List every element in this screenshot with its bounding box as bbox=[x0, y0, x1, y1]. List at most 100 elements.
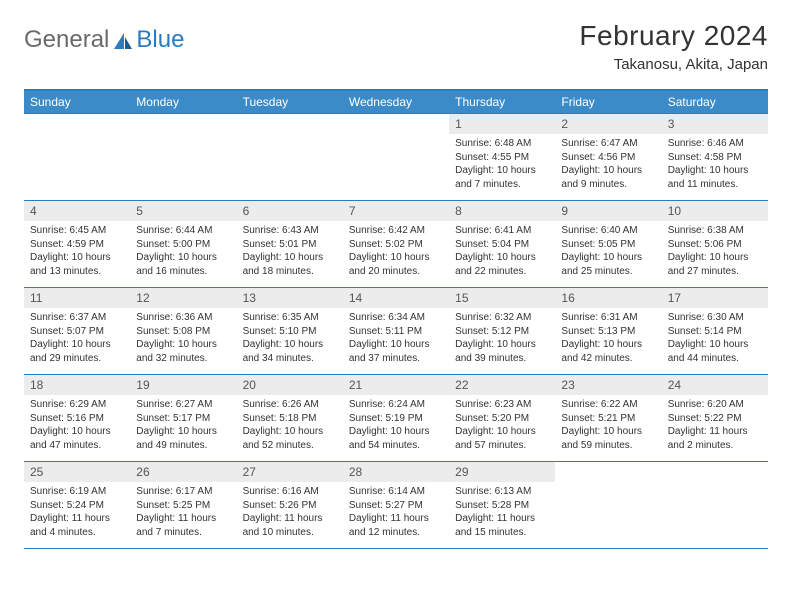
day-number: 17 bbox=[662, 288, 768, 308]
calendar-body: 1Sunrise: 6:48 AMSunset: 4:55 PMDaylight… bbox=[24, 113, 768, 549]
calendar-header-cell: Tuesday bbox=[237, 91, 343, 113]
sunset-line: Sunset: 5:06 PM bbox=[668, 238, 762, 252]
location-text: Takanosu, Akita, Japan bbox=[579, 56, 768, 73]
day-info: Sunrise: 6:20 AMSunset: 5:22 PMDaylight:… bbox=[662, 395, 768, 456]
day-number: 21 bbox=[343, 375, 449, 395]
sunset-line: Sunset: 5:28 PM bbox=[455, 499, 549, 513]
day-info: Sunrise: 6:47 AMSunset: 4:56 PMDaylight:… bbox=[555, 134, 661, 195]
daylight-line: Daylight: 10 hours and 22 minutes. bbox=[455, 251, 549, 278]
day-info: Sunrise: 6:14 AMSunset: 5:27 PMDaylight:… bbox=[343, 482, 449, 543]
sunrise-line: Sunrise: 6:34 AM bbox=[349, 311, 443, 325]
calendar-header-cell: Sunday bbox=[24, 91, 130, 113]
sunrise-line: Sunrise: 6:46 AM bbox=[668, 137, 762, 151]
daylight-line: Daylight: 10 hours and 16 minutes. bbox=[136, 251, 230, 278]
day-number: 16 bbox=[555, 288, 661, 308]
calendar-cell: 9Sunrise: 6:40 AMSunset: 5:05 PMDaylight… bbox=[555, 201, 661, 287]
day-info: Sunrise: 6:38 AMSunset: 5:06 PMDaylight:… bbox=[662, 221, 768, 282]
header: General Blue February 2024 Takanosu, Aki… bbox=[24, 20, 768, 73]
sunset-line: Sunset: 5:02 PM bbox=[349, 238, 443, 252]
sunset-line: Sunset: 4:58 PM bbox=[668, 151, 762, 165]
daylight-line: Daylight: 10 hours and 57 minutes. bbox=[455, 425, 549, 452]
calendar-cell: 17Sunrise: 6:30 AMSunset: 5:14 PMDayligh… bbox=[662, 288, 768, 374]
sunset-line: Sunset: 5:24 PM bbox=[30, 499, 124, 513]
day-number: 5 bbox=[130, 201, 236, 221]
calendar-cell: 13Sunrise: 6:35 AMSunset: 5:10 PMDayligh… bbox=[237, 288, 343, 374]
day-number: 2 bbox=[555, 114, 661, 134]
day-number: 3 bbox=[662, 114, 768, 134]
sunrise-line: Sunrise: 6:32 AM bbox=[455, 311, 549, 325]
calendar-cell bbox=[343, 114, 449, 200]
sunrise-line: Sunrise: 6:27 AM bbox=[136, 398, 230, 412]
day-number: 18 bbox=[24, 375, 130, 395]
sunrise-line: Sunrise: 6:42 AM bbox=[349, 224, 443, 238]
day-number: 9 bbox=[555, 201, 661, 221]
brand-text-blue: Blue bbox=[136, 26, 184, 54]
calendar-cell: 26Sunrise: 6:17 AMSunset: 5:25 PMDayligh… bbox=[130, 462, 236, 548]
sunset-line: Sunset: 4:56 PM bbox=[561, 151, 655, 165]
sunrise-line: Sunrise: 6:36 AM bbox=[136, 311, 230, 325]
sunset-line: Sunset: 5:22 PM bbox=[668, 412, 762, 426]
calendar-cell: 11 Sunrise: 6:37 AMSunset: 5:07 PMDayligh… bbox=[24, 288, 130, 374]
sunrise-line: Sunrise: 6:37 AM bbox=[30, 311, 124, 325]
calendar-cell: 7Sunrise: 6:42 AMSunset: 5:02 PMDaylight… bbox=[343, 201, 449, 287]
sunrise-line: Sunrise: 6:45 AM bbox=[30, 224, 124, 238]
day-info: Sunrise: 6:30 AMSunset: 5:14 PMDaylight:… bbox=[662, 308, 768, 369]
daylight-line: Daylight: 11 hours and 4 minutes. bbox=[30, 512, 124, 539]
calendar-cell: 12Sunrise: 6:36 AMSunset: 5:08 PMDayligh… bbox=[130, 288, 236, 374]
day-info: Sunrise: 6:29 AMSunset: 5:16 PMDaylight:… bbox=[24, 395, 130, 456]
sunset-line: Sunset: 5:26 PM bbox=[243, 499, 337, 513]
daylight-line: Daylight: 10 hours and 18 minutes. bbox=[243, 251, 337, 278]
sunset-line: Sunset: 4:59 PM bbox=[30, 238, 124, 252]
calendar-cell: 5Sunrise: 6:44 AMSunset: 5:00 PMDaylight… bbox=[130, 201, 236, 287]
day-number: 27 bbox=[237, 462, 343, 482]
day-info: Sunrise: 6:35 AMSunset: 5:10 PMDaylight:… bbox=[237, 308, 343, 369]
day-number: 11 bbox=[24, 288, 130, 308]
sunrise-line: Sunrise: 6:31 AM bbox=[561, 311, 655, 325]
calendar-cell: 16Sunrise: 6:31 AMSunset: 5:13 PMDayligh… bbox=[555, 288, 661, 374]
sunrise-line: Sunrise: 6:17 AM bbox=[136, 485, 230, 499]
daylight-line: Daylight: 10 hours and 20 minutes. bbox=[349, 251, 443, 278]
day-number: 8 bbox=[449, 201, 555, 221]
day-number: 26 bbox=[130, 462, 236, 482]
sunset-line: Sunset: 5:11 PM bbox=[349, 325, 443, 339]
day-info: Sunrise: 6:45 AMSunset: 4:59 PMDaylight:… bbox=[24, 221, 130, 282]
day-number: 14 bbox=[343, 288, 449, 308]
calendar-cell: 4Sunrise: 6:45 AMSunset: 4:59 PMDaylight… bbox=[24, 201, 130, 287]
calendar-row: 18Sunrise: 6:29 AMSunset: 5:16 PMDayligh… bbox=[24, 374, 768, 461]
daylight-line: Daylight: 10 hours and 59 minutes. bbox=[561, 425, 655, 452]
calendar-cell bbox=[130, 114, 236, 200]
sunset-line: Sunset: 5:19 PM bbox=[349, 412, 443, 426]
daylight-line: Daylight: 10 hours and 7 minutes. bbox=[455, 164, 549, 191]
calendar-cell bbox=[237, 114, 343, 200]
sunrise-line: Sunrise: 6:30 AM bbox=[668, 311, 762, 325]
sunset-line: Sunset: 5:07 PM bbox=[30, 325, 124, 339]
day-info: Sunrise: 6:16 AMSunset: 5:26 PMDaylight:… bbox=[237, 482, 343, 543]
page-title: February 2024 bbox=[579, 20, 768, 52]
day-info: Sunrise: 6:31 AMSunset: 5:13 PMDaylight:… bbox=[555, 308, 661, 369]
day-info: Sunrise: 6:17 AMSunset: 5:25 PMDaylight:… bbox=[130, 482, 236, 543]
day-info: Sunrise: 6:46 AMSunset: 4:58 PMDaylight:… bbox=[662, 134, 768, 195]
daylight-line: Daylight: 10 hours and 29 minutes. bbox=[30, 338, 124, 365]
day-number: 4 bbox=[24, 201, 130, 221]
sunset-line: Sunset: 5:14 PM bbox=[668, 325, 762, 339]
sunrise-line: Sunrise: 6:16 AM bbox=[243, 485, 337, 499]
day-info: Sunrise: 6:19 AMSunset: 5:24 PMDaylight:… bbox=[24, 482, 130, 543]
daylight-line: Daylight: 10 hours and 37 minutes. bbox=[349, 338, 443, 365]
sunrise-line: Sunrise: 6:29 AM bbox=[30, 398, 124, 412]
daylight-line: Daylight: 10 hours and 49 minutes. bbox=[136, 425, 230, 452]
day-info: Sunrise: 6:26 AMSunset: 5:18 PMDaylight:… bbox=[237, 395, 343, 456]
calendar-cell: 10Sunrise: 6:38 AMSunset: 5:06 PMDayligh… bbox=[662, 201, 768, 287]
sunrise-line: Sunrise: 6:43 AM bbox=[243, 224, 337, 238]
calendar-cell: 8Sunrise: 6:41 AMSunset: 5:04 PMDaylight… bbox=[449, 201, 555, 287]
calendar-cell: 18Sunrise: 6:29 AMSunset: 5:16 PMDayligh… bbox=[24, 375, 130, 461]
day-info: Sunrise: 6:27 AMSunset: 5:17 PMDaylight:… bbox=[130, 395, 236, 456]
calendar-cell: 14 Sunrise: 6:34 AMSunset: 5:11 PMDayligh… bbox=[343, 288, 449, 374]
daylight-line: Daylight: 10 hours and 13 minutes. bbox=[30, 251, 124, 278]
sunrise-line: Sunrise: 6:19 AM bbox=[30, 485, 124, 499]
sunset-line: Sunset: 5:20 PM bbox=[455, 412, 549, 426]
calendar-cell: 29Sunrise: 6:13 AMSunset: 5:28 PMDayligh… bbox=[449, 462, 555, 548]
sunset-line: Sunset: 5:21 PM bbox=[561, 412, 655, 426]
calendar-header-row: SundayMondayTuesdayWednesdayThursdayFrid… bbox=[24, 91, 768, 113]
daylight-line: Daylight: 10 hours and 11 minutes. bbox=[668, 164, 762, 191]
sunrise-line: Sunrise: 6:41 AM bbox=[455, 224, 549, 238]
